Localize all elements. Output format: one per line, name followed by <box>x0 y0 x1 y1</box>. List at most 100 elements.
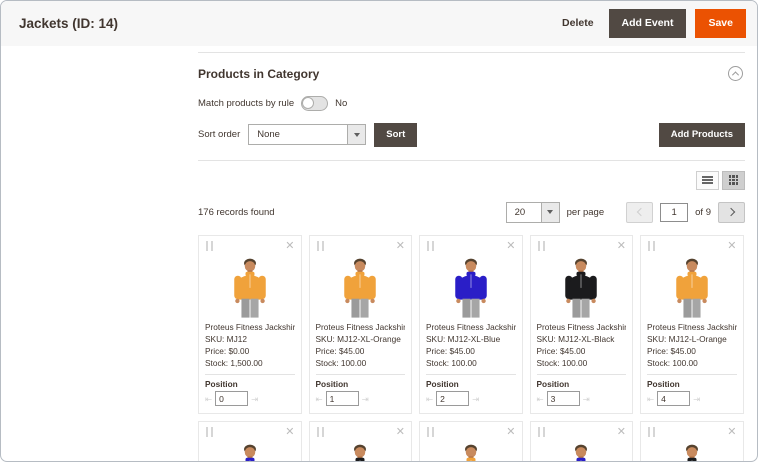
product-sku: SKU: MJ12-XL-Blue <box>426 333 501 344</box>
position-input[interactable] <box>215 391 249 407</box>
skip-end-icon: ⇥ <box>472 393 480 404</box>
card-divider <box>647 374 737 376</box>
match-by-rule-toggle[interactable] <box>301 96 329 111</box>
sort-order-value: None <box>257 129 280 141</box>
drag-handle-icon[interactable] <box>648 427 655 438</box>
product-name: Proteus Fitness Jackshir... <box>426 321 516 332</box>
product-stock: Stock: 1,500.00 <box>205 358 263 369</box>
products-in-category-section: Products in Category Match products by r… <box>198 46 745 461</box>
product-image <box>426 254 516 318</box>
position-label: Position <box>426 379 459 390</box>
skip-start-icon: ⇤ <box>315 393 323 404</box>
close-icon[interactable]: ✕ <box>395 426 405 439</box>
skip-end-icon: ⇥ <box>582 393 590 404</box>
close-icon[interactable]: ✕ <box>285 239 295 252</box>
product-stock: Stock: 100.00 <box>536 358 588 369</box>
skip-start-icon: ⇤ <box>426 393 434 404</box>
model-jacket-illustration <box>575 444 588 461</box>
add-products-button[interactable]: Add Products <box>658 123 745 147</box>
drag-handle-icon[interactable] <box>537 240 545 251</box>
drag-handle-icon[interactable] <box>427 240 434 251</box>
delete-button[interactable]: Delete <box>556 10 600 37</box>
position-label: Position <box>205 379 238 390</box>
drag-handle-icon[interactable] <box>427 427 434 438</box>
position-input[interactable] <box>436 391 470 407</box>
product-image <box>426 440 516 461</box>
per-page-select[interactable]: 20 <box>505 201 560 223</box>
close-icon[interactable]: ✕ <box>727 239 737 252</box>
product-image <box>205 440 295 461</box>
product-grid-row-1: ✕ Proteus Fitness Jackshirt SKU: MJ12 Pr <box>198 234 745 415</box>
per-page-label: per page <box>566 206 605 218</box>
product-card: ✕ Position <box>308 421 412 461</box>
drag-handle-icon[interactable] <box>648 240 655 251</box>
close-icon[interactable]: ✕ <box>285 426 295 439</box>
product-sku: SKU: MJ12-XL-Black <box>536 333 615 344</box>
product-image <box>537 440 627 461</box>
product-image <box>537 254 627 318</box>
collapse-section-button[interactable] <box>728 66 743 81</box>
product-stock: Stock: 100.00 <box>426 358 477 369</box>
close-icon[interactable]: ✕ <box>506 239 516 252</box>
product-image <box>647 440 737 461</box>
model-jacket-illustration <box>234 258 266 318</box>
section-title: Products in Category <box>198 66 320 81</box>
product-price: Price: $0.00 <box>205 345 250 356</box>
close-icon[interactable]: ✕ <box>506 426 516 439</box>
chevron-up-icon <box>731 71 740 79</box>
product-card: ✕ Position <box>198 421 302 461</box>
model-jacket-illustration <box>464 444 477 461</box>
drag-handle-icon[interactable] <box>537 427 545 438</box>
close-icon[interactable]: ✕ <box>727 426 737 439</box>
position-label: Position <box>315 379 349 390</box>
skip-end-icon: ⇥ <box>693 393 701 404</box>
list-view-icon <box>702 176 713 184</box>
previous-page-button[interactable] <box>626 201 654 223</box>
drag-handle-icon[interactable] <box>206 427 213 438</box>
product-card: ✕ Proteus Fitness Jackshir... SKU: MJ12-… <box>419 234 523 415</box>
grid-view-icon <box>728 175 739 185</box>
skip-end-icon: ⇥ <box>251 393 259 404</box>
product-name: Proteus Fitness Jackshirt <box>205 321 295 332</box>
list-view-button[interactable] <box>696 170 719 190</box>
toggle-knob <box>302 97 315 109</box>
chevron-right-icon <box>726 207 735 217</box>
product-stock: Stock: 100.00 <box>647 358 698 369</box>
grid-view-button[interactable] <box>722 170 745 190</box>
next-page-button[interactable] <box>718 201 745 223</box>
card-divider <box>315 374 405 376</box>
product-sku: SKU: MJ12 <box>205 333 247 344</box>
close-icon[interactable]: ✕ <box>616 239 626 252</box>
sort-button[interactable]: Sort <box>374 123 418 147</box>
card-divider <box>205 374 295 376</box>
model-jacket-illustration <box>243 444 256 461</box>
product-card: ✕ Proteus Fitness Jackshir... SKU: MJ12-… <box>640 234 744 415</box>
product-name: Proteus Fitness Jackshir... <box>315 321 406 332</box>
card-divider <box>536 374 626 376</box>
skip-end-icon: ⇥ <box>361 393 369 404</box>
close-icon[interactable]: ✕ <box>395 239 405 252</box>
position-input[interactable] <box>546 391 580 407</box>
save-button[interactable]: Save <box>695 9 746 38</box>
sort-order-select[interactable]: None <box>248 124 367 146</box>
add-event-button[interactable]: Add Event <box>608 9 687 38</box>
product-image <box>316 254 406 318</box>
position-input[interactable] <box>325 391 359 407</box>
drag-handle-icon[interactable] <box>316 427 324 438</box>
sort-order-label: Sort order <box>198 129 241 141</box>
close-icon[interactable]: ✕ <box>616 426 626 439</box>
drag-handle-icon[interactable] <box>316 240 324 251</box>
drag-handle-icon[interactable] <box>206 240 213 251</box>
match-by-rule-value: No <box>335 98 348 109</box>
current-page-input[interactable] <box>660 202 689 222</box>
page-title: Jackets (ID: 14) <box>19 16 119 31</box>
per-page-value: 20 <box>514 206 526 218</box>
product-card: ✕ Proteus Fitness Jackshirt SKU: MJ12 Pr <box>198 234 302 415</box>
product-price: Price: $45.00 <box>536 345 586 356</box>
position-input[interactable] <box>657 391 691 407</box>
product-name: Proteus Fitness Jackshir... <box>647 321 737 332</box>
product-stock: Stock: 100.00 <box>315 358 367 369</box>
skip-start-icon: ⇤ <box>536 393 544 404</box>
product-card: ✕ Proteus Fitness Jackshir... SKU: MJ12-… <box>529 234 633 415</box>
skip-start-icon: ⇤ <box>205 393 213 404</box>
